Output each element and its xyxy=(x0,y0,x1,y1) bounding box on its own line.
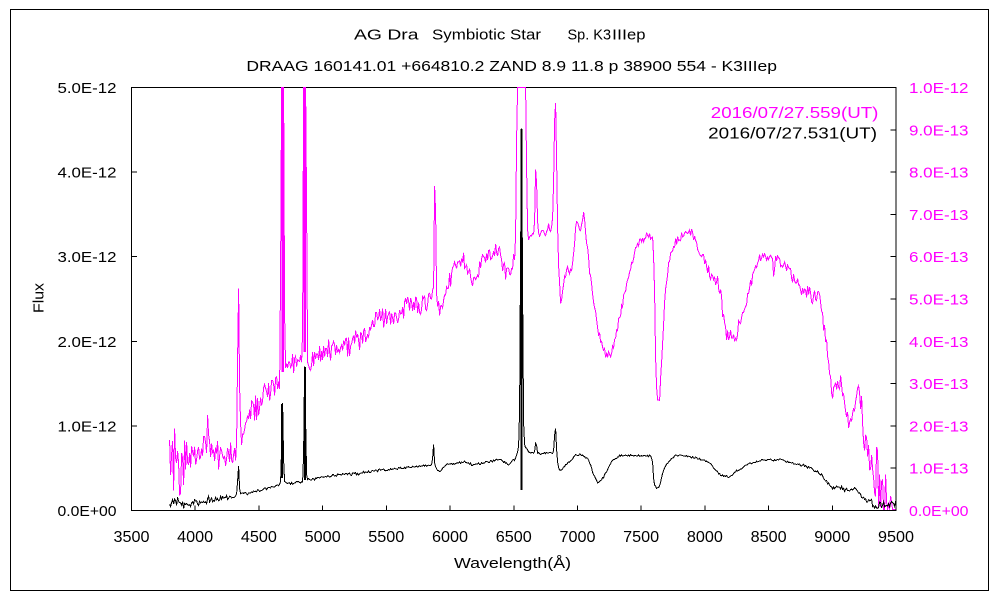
svg-text:5000: 5000 xyxy=(305,529,341,546)
svg-text:3.0E-13: 3.0E-13 xyxy=(909,376,969,393)
svg-text:9.0E-13: 9.0E-13 xyxy=(909,122,969,139)
svg-text:8500: 8500 xyxy=(751,529,787,546)
svg-text:3.0E-12: 3.0E-12 xyxy=(58,249,117,266)
svg-text:8000: 8000 xyxy=(687,529,723,546)
svg-text:Sp. K3: Sp. K3 xyxy=(568,27,612,44)
svg-text:DRAAG 160141.01 +664810.2 ZAND: DRAAG 160141.01 +664810.2 ZAND 8.9 11.8 … xyxy=(246,58,777,75)
svg-text:7500: 7500 xyxy=(623,529,659,546)
svg-text:ep: ep xyxy=(627,27,646,44)
svg-text:Wavelength(Å): Wavelength(Å) xyxy=(454,555,571,572)
svg-text:4000: 4000 xyxy=(177,529,213,546)
svg-text:9000: 9000 xyxy=(814,529,850,546)
svg-text:8.0E-13: 8.0E-13 xyxy=(909,165,969,182)
svg-text:III: III xyxy=(612,27,627,44)
svg-text:5500: 5500 xyxy=(368,529,404,546)
svg-text:1.0E-12: 1.0E-12 xyxy=(909,80,969,97)
svg-text:4500: 4500 xyxy=(241,529,277,546)
svg-text:6000: 6000 xyxy=(432,529,468,546)
svg-text:2.0E-13: 2.0E-13 xyxy=(909,418,969,435)
svg-text:7000: 7000 xyxy=(560,529,596,546)
svg-text:4.0E-13: 4.0E-13 xyxy=(909,334,969,351)
svg-text:2016/07/27.531(UT): 2016/07/27.531(UT) xyxy=(708,126,877,143)
svg-text:4.0E-12: 4.0E-12 xyxy=(58,165,117,182)
svg-text:1.0E-12: 1.0E-12 xyxy=(58,418,117,435)
svg-text:5.0E-12: 5.0E-12 xyxy=(58,80,117,97)
svg-text:3500: 3500 xyxy=(114,529,150,546)
svg-text:2016/07/27.559(UT): 2016/07/27.559(UT) xyxy=(711,105,879,122)
svg-text:2.0E-12: 2.0E-12 xyxy=(58,334,117,351)
svg-text:7.0E-13: 7.0E-13 xyxy=(909,207,969,224)
svg-text:5.0E-13: 5.0E-13 xyxy=(909,292,969,309)
svg-text:Flux: Flux xyxy=(31,282,48,313)
svg-text:0.0E+00: 0.0E+00 xyxy=(58,503,117,520)
svg-text:0.0E+00: 0.0E+00 xyxy=(909,503,969,520)
svg-text:AG Dra: AG Dra xyxy=(354,27,419,44)
svg-text:1.0E-13: 1.0E-13 xyxy=(909,461,969,478)
svg-text:6500: 6500 xyxy=(496,529,532,546)
svg-text:9500: 9500 xyxy=(878,529,914,546)
svg-text:6.0E-13: 6.0E-13 xyxy=(909,249,969,266)
svg-text:Symbiotic Star: Symbiotic Star xyxy=(432,27,541,44)
